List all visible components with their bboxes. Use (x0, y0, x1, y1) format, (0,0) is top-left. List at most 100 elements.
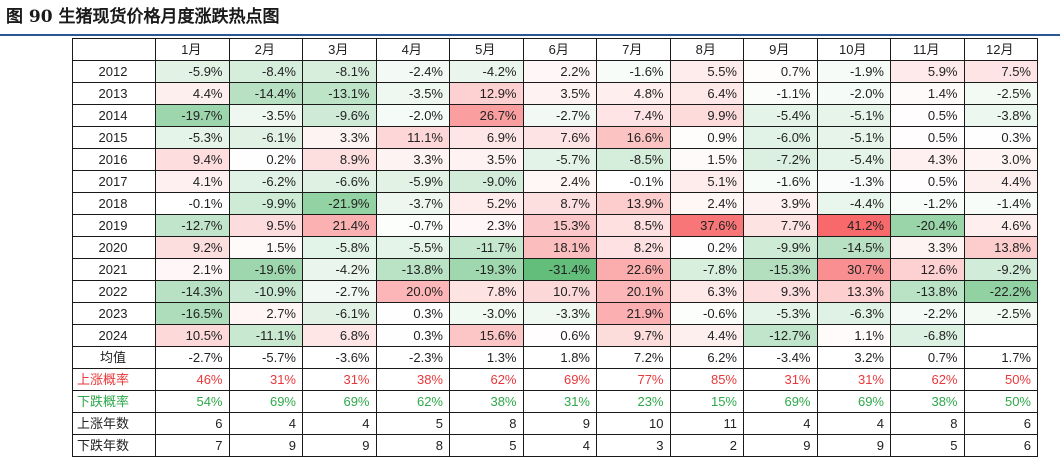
heat-cell: 20.1% (596, 280, 671, 303)
stat-cell: 9 (228, 434, 303, 457)
heat-cell: 7.2% (596, 346, 671, 369)
heat-cell: -6.0% (743, 126, 818, 149)
heat-cell: 0.5% (890, 104, 965, 127)
stat-cell: 31% (302, 368, 377, 391)
heat-cell: 1.7% (963, 346, 1038, 369)
heat-cell: 3.5% (522, 82, 597, 105)
header-corner (72, 38, 156, 61)
heat-cell: 7.5% (963, 60, 1038, 83)
heat-cell: 4.3% (890, 148, 965, 171)
header-row: 1月 2月 3月 4月 5月 6月 7月 8月 9月 10月 11月 12月 (72, 38, 1038, 61)
heat-cell: -5.7% (522, 148, 597, 171)
heat-cell: 6.2% (669, 346, 744, 369)
heat-cell: 3.9% (743, 192, 818, 215)
stat-cell: 9 (302, 434, 377, 457)
column-header: 6月 (522, 38, 597, 61)
heat-cell: 15.6% (449, 324, 524, 347)
heat-cell: -2.7% (522, 104, 597, 127)
heat-cell: 9.7% (596, 324, 671, 347)
heat-cell: 21.9% (596, 302, 671, 325)
stat-cell: 8 (375, 434, 450, 457)
heat-cell: -15.3% (743, 258, 818, 281)
column-header: 2月 (228, 38, 303, 61)
heat-cell: -7.2% (743, 148, 818, 171)
stat-cell: 69% (228, 390, 303, 413)
stat-cell: 31% (228, 368, 303, 391)
heat-cell: -10.9% (228, 280, 303, 303)
heat-cell: 4.8% (596, 82, 671, 105)
heat-cell: 0.3% (375, 302, 450, 325)
stat-cell: 50% (963, 368, 1038, 391)
heat-cell: 13.3% (816, 280, 891, 303)
row-label: 2014 (72, 104, 156, 127)
heat-cell: 8.2% (596, 236, 671, 259)
heat-cell: 0.7% (890, 346, 965, 369)
heat-cell: 6.4% (669, 82, 744, 105)
heat-cell: 3.2% (816, 346, 891, 369)
heat-cell: -9.9% (228, 192, 303, 215)
year-row: 2021 2.1% -19.6% -4.2% -13.8% -19.3% -31.4% 22.… (72, 258, 1038, 281)
stat-cell: 4 (522, 434, 597, 457)
heat-cell: -6.6% (302, 170, 377, 193)
year-row: 2017 4.1% -6.2% -6.6% -5.9% -9.0% 2.4% -0.1% 5.1… (72, 170, 1038, 193)
stat-cell: 69% (522, 368, 597, 391)
year-row: 2012 -5.9% -8.4% -8.1% -2.4% -4.2% 2.2% -1.6% 5.… (72, 60, 1038, 83)
heat-cell: 0.7% (743, 60, 818, 83)
heat-cell: 8.5% (596, 214, 671, 237)
heat-cell: 3.3% (890, 236, 965, 259)
row-label: 2020 (72, 236, 156, 259)
heat-cell: 4.1% (155, 170, 230, 193)
heat-cell: -1.9% (816, 60, 891, 83)
heat-cell: 18.1% (522, 236, 597, 259)
stat-cell: 31% (743, 368, 818, 391)
heat-cell: -5.9% (155, 60, 230, 83)
stat-cell: 69% (302, 390, 377, 413)
heat-cell: 2.1% (155, 258, 230, 281)
row-label: 2022 (72, 280, 156, 303)
heat-cell: 4.6% (963, 214, 1038, 237)
heat-cell: 41.2% (816, 214, 891, 237)
heat-cell: 0.3% (375, 324, 450, 347)
row-label: 2023 (72, 302, 156, 325)
heat-cell: -11.7% (449, 236, 524, 259)
heat-cell: 0.2% (228, 148, 303, 171)
heat-cell: 1.5% (228, 236, 303, 259)
heat-cell: 9.4% (155, 148, 230, 171)
stat-row: 下跌年数 7 9 9 8 5 4 3 2 9 9 5 6 (72, 434, 1038, 457)
stat-cell: 4 (743, 412, 818, 435)
year-row: 2024 10.5% -11.1% 6.8% 0.3% 15.6% 0.6% 9.7% 4.4%… (72, 324, 1038, 347)
stat-cell: 62% (449, 368, 524, 391)
stat-cell: 4 (228, 412, 303, 435)
stat-cell: 6 (963, 412, 1038, 435)
row-label: 2015 (72, 126, 156, 149)
year-row: 2014 -19.7% -3.5% -9.6% -2.0% 26.7% -2.7% 7.4% 9… (72, 104, 1038, 127)
heat-cell: -5.4% (743, 104, 818, 127)
heat-cell: 2.4% (669, 192, 744, 215)
heat-cell: -21.9% (302, 192, 377, 215)
row-label: 2024 (72, 324, 156, 347)
heat-cell: 30.7% (816, 258, 891, 281)
year-row: 2023 -16.5% 2.7% -6.1% 0.3% -3.0% -3.3% 21.9% -0… (72, 302, 1038, 325)
year-row: 2019 -12.7% 9.5% 21.4% -0.7% 2.3% 15.3% 8.5% 37.… (72, 214, 1038, 237)
heat-cell: -7.8% (669, 258, 744, 281)
heat-cell: -2.5% (963, 82, 1038, 105)
stat-cell: 38% (375, 368, 450, 391)
row-label: 2012 (72, 60, 156, 83)
heat-cell: -0.1% (596, 170, 671, 193)
heat-cell: 1.4% (890, 82, 965, 105)
heat-cell: -19.7% (155, 104, 230, 127)
heat-cell: -6.1% (302, 302, 377, 325)
row-label: 2017 (72, 170, 156, 193)
stat-cell: 69% (743, 390, 818, 413)
heat-cell: -5.4% (816, 148, 891, 171)
heat-cell: 3.3% (302, 126, 377, 149)
heat-cell: -0.1% (155, 192, 230, 215)
heat-cell: 7.8% (449, 280, 524, 303)
heat-cell: -1.3% (816, 170, 891, 193)
year-row: 2022 -14.3% -10.9% -2.7% 20.0% 7.8% 10.7% 20.1%… (72, 280, 1038, 303)
heat-cell: -3.5% (375, 82, 450, 105)
stat-cell: 8 (449, 412, 524, 435)
column-header: 12月 (963, 38, 1038, 61)
heat-cell: 6.3% (669, 280, 744, 303)
heat-cell: 37.6% (669, 214, 744, 237)
